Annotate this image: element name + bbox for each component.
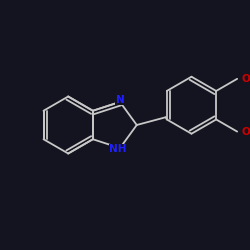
Text: N: N	[116, 95, 124, 105]
Text: O: O	[241, 74, 250, 84]
Text: O: O	[241, 126, 250, 136]
Text: NH: NH	[109, 144, 127, 154]
